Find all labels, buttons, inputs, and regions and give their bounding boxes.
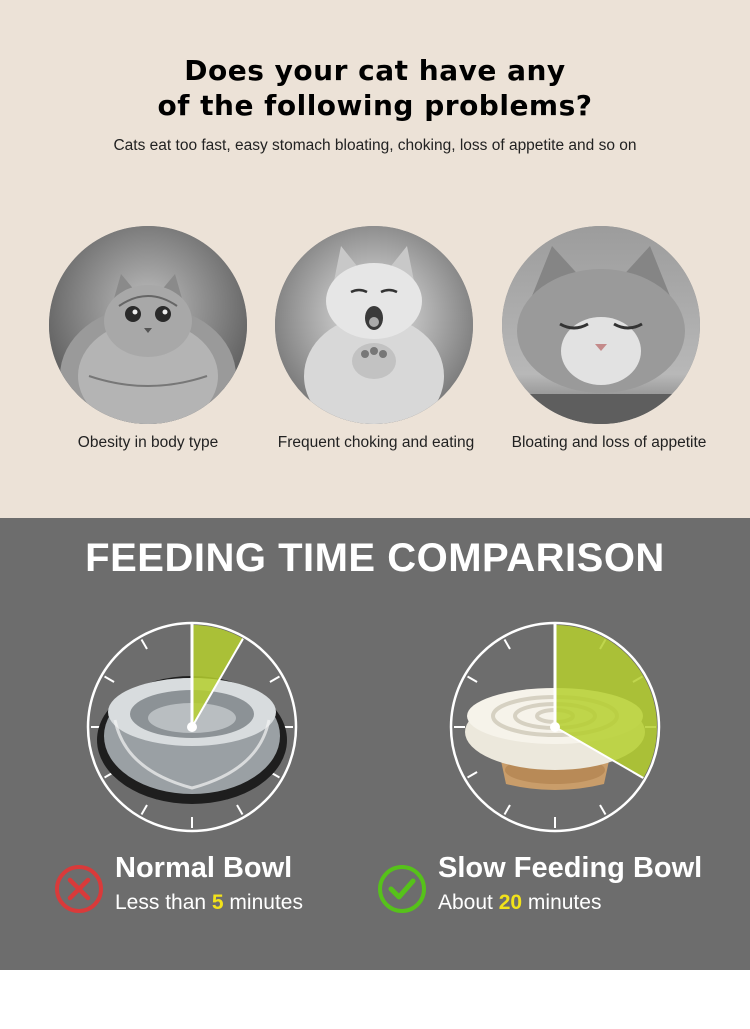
- clock-tick: [140, 639, 148, 650]
- normal-bowl-clock: [85, 620, 299, 834]
- normal-bowl-time: Less than 5 minutes: [115, 891, 303, 914]
- clock-ticks: [91, 626, 293, 828]
- clock-tick: [104, 675, 115, 683]
- normal-bowl-minutes: 5: [211, 891, 224, 914]
- clock-tick: [236, 804, 244, 815]
- normal-bowl-name: Normal Bowl: [115, 852, 293, 884]
- clock-tick: [467, 675, 478, 683]
- stainless-steel-bowl-image: [97, 676, 287, 804]
- clock-tick: [269, 675, 280, 683]
- check-mark-icon: [378, 865, 426, 913]
- problem-caption-choking: Frequent choking and eating: [277, 434, 475, 451]
- normal-time-sector: [192, 625, 243, 727]
- problems-title-line1: Does your cat have any: [184, 54, 566, 87]
- x-mark-icon: [55, 865, 103, 913]
- clock-tick: [503, 639, 511, 650]
- clock-tick: [140, 804, 148, 815]
- clock-tick: [503, 804, 511, 815]
- slow-bowl-minutes: 20: [498, 891, 523, 914]
- slow-bowl-time: About 20 minutes: [438, 891, 602, 914]
- problem-caption-obesity: Obesity in body type: [77, 434, 219, 451]
- clock-tick: [467, 771, 478, 779]
- slow-bowl-clock: [448, 620, 662, 834]
- choking-cat-photo: [275, 226, 473, 424]
- sleepy-cat-photo: [502, 226, 700, 424]
- clock-tick: [599, 804, 607, 815]
- problems-subtitle: Cats eat too fast, easy stomach bloating…: [113, 137, 637, 154]
- problem-caption-bloating: Bloating and loss of appetite: [511, 434, 707, 451]
- slow-time-sector: [555, 625, 657, 778]
- comparison-heading: FEEDING TIME COMPARISON: [85, 536, 665, 580]
- fat-cat-photo: [49, 226, 247, 424]
- problems-title-line2: of the following problems?: [157, 89, 593, 122]
- slow-bowl-name: Slow Feeding Bowl: [438, 852, 703, 884]
